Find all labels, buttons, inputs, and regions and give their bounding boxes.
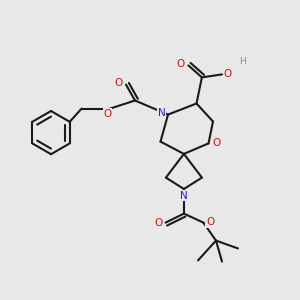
- Text: O: O: [206, 217, 214, 227]
- Text: O: O: [176, 59, 184, 69]
- Text: O: O: [103, 109, 112, 119]
- Text: N: N: [158, 108, 165, 118]
- Text: O: O: [213, 138, 221, 148]
- Text: N: N: [180, 190, 188, 201]
- Text: O: O: [114, 78, 122, 88]
- Text: O: O: [154, 218, 162, 228]
- Text: H: H: [239, 57, 246, 66]
- Text: O: O: [224, 69, 232, 79]
